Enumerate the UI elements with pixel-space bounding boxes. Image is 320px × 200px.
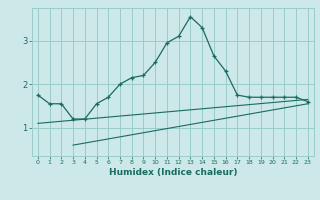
X-axis label: Humidex (Indice chaleur): Humidex (Indice chaleur) — [108, 168, 237, 177]
